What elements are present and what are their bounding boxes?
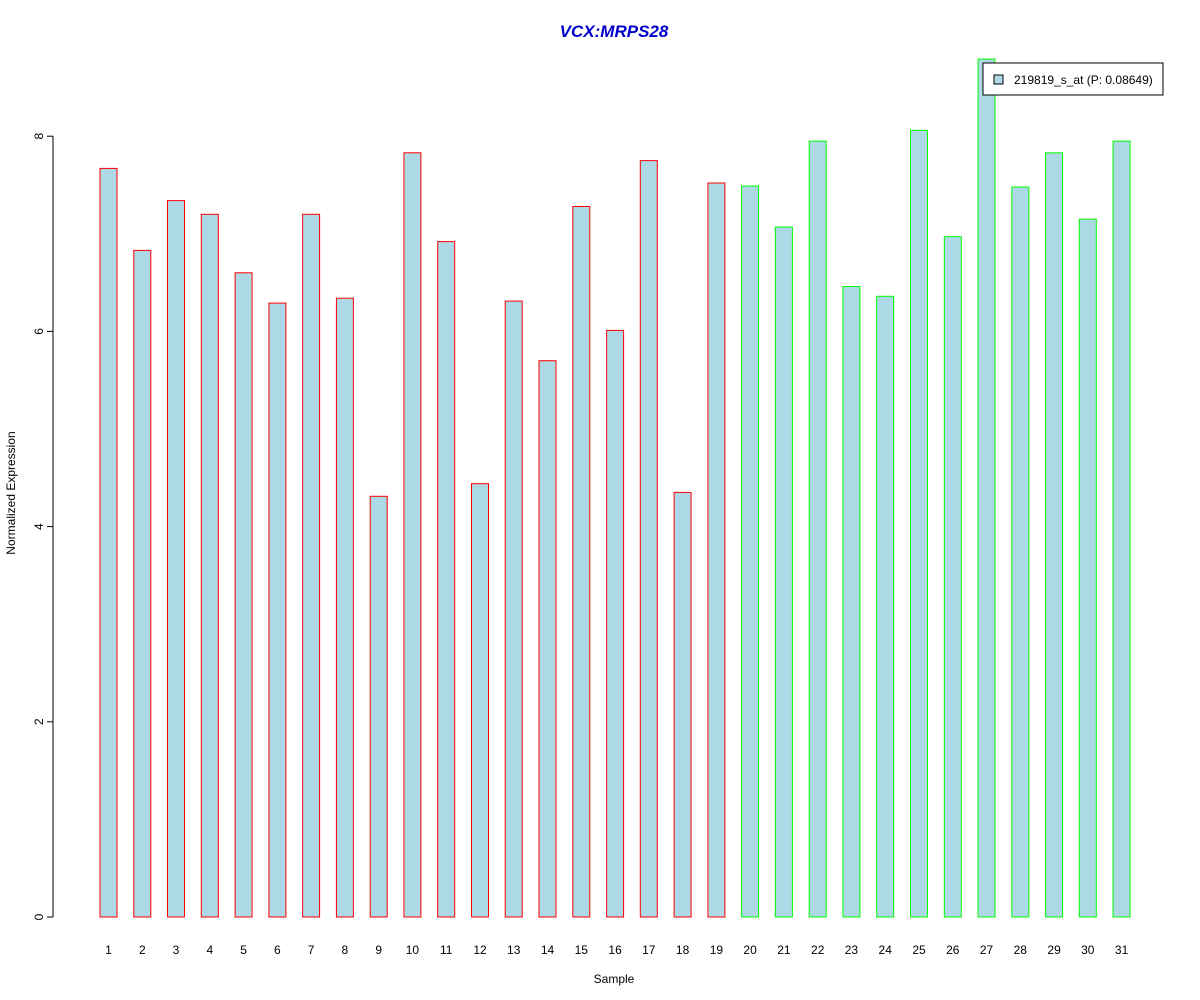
x-tick-label: 21 [777, 943, 791, 957]
bar-sample-8 [335, 297, 354, 918]
x-tick-label: 10 [406, 943, 420, 957]
y-tick-label: 4 [32, 523, 46, 530]
x-tick-label: 15 [575, 943, 589, 957]
bar-sample-22 [808, 140, 827, 918]
x-tick-label: 8 [342, 943, 349, 957]
x-tick-label: 5 [240, 943, 247, 957]
bar-sample-9 [369, 495, 388, 918]
bar-sample-27 [977, 58, 996, 918]
x-tick-label: 19 [710, 943, 724, 957]
y-axis: 0 2 4 6 8 [32, 133, 54, 920]
bar-sample-7 [302, 213, 321, 918]
x-tick-label: 9 [375, 943, 382, 957]
x-tick-label: 26 [946, 943, 960, 957]
x-tick-label: 20 [743, 943, 757, 957]
x-tick-label: 23 [845, 943, 859, 957]
x-tick-label: 12 [473, 943, 487, 957]
bar-sample-2 [133, 249, 152, 918]
x-tick-label: 13 [507, 943, 521, 957]
bar-sample-28 [1011, 186, 1030, 918]
x-tick-label: 31 [1115, 943, 1129, 957]
bar-sample-14 [538, 360, 557, 918]
bar-sample-26 [943, 236, 962, 918]
x-tick-label: 18 [676, 943, 690, 957]
x-tick-label: 2 [139, 943, 146, 957]
legend-swatch [993, 74, 1004, 85]
bar-sample-20 [741, 185, 760, 918]
y-tick-label: 6 [32, 328, 46, 335]
bars-group [99, 58, 1131, 918]
bar-sample-24 [876, 295, 895, 918]
x-tick-label: 6 [274, 943, 281, 957]
bar-sample-10 [403, 152, 422, 918]
bar-sample-4 [200, 213, 219, 918]
bar-sample-21 [774, 226, 793, 918]
x-tick-label: 29 [1047, 943, 1061, 957]
x-tick-label: 11 [440, 943, 453, 957]
bar-sample-11 [437, 241, 456, 918]
x-tick-label: 27 [980, 943, 994, 957]
bar-sample-1 [99, 167, 118, 918]
bar-sample-23 [842, 286, 861, 918]
x-tick-label: 24 [879, 943, 893, 957]
legend: 219819_s_at (P: 0.08649) [982, 62, 1164, 96]
x-tick-label: 4 [206, 943, 213, 957]
x-tick-label: 25 [912, 943, 926, 957]
x-tick-label: 3 [173, 943, 180, 957]
bar-sample-15 [572, 206, 591, 918]
x-tick-label: 28 [1014, 943, 1028, 957]
x-tick-label: 30 [1081, 943, 1095, 957]
bar-sample-19 [707, 182, 726, 918]
bar-sample-29 [1045, 152, 1064, 918]
x-tick-label: 14 [541, 943, 555, 957]
bar-sample-30 [1078, 218, 1097, 918]
bar-sample-5 [234, 272, 253, 918]
x-tick-label: 1 [105, 943, 112, 957]
x-tick-label: 7 [308, 943, 315, 957]
x-tick-label: 16 [608, 943, 622, 957]
y-axis-label: Normalized Expression [4, 431, 18, 554]
legend-box [982, 62, 1164, 96]
bar-sample-6 [268, 302, 287, 918]
bar-sample-18 [673, 491, 692, 918]
legend-label: 219819_s_at (P: 0.08649) [1014, 73, 1153, 87]
bar-sample-16 [606, 329, 625, 918]
bar-sample-25 [910, 129, 928, 918]
y-tick-label: 8 [32, 133, 46, 140]
y-tick-label: 0 [32, 913, 46, 920]
y-tick-label: 2 [32, 718, 46, 725]
x-tick-label: 17 [642, 943, 656, 957]
x-tick-labels: 1 2 3 4 5 6 7 8 9 10 11 12 13 14 15 16 17 18 19 20 21 22 23 24 2… [105, 943, 1128, 957]
x-axis-label: Sample [594, 972, 635, 986]
bar-sample-31 [1112, 140, 1131, 918]
bar-sample-17 [639, 160, 658, 918]
bar-sample-12 [471, 483, 489, 918]
x-tick-label: 22 [811, 943, 825, 957]
bar-sample-3 [167, 200, 185, 918]
chart-title: VCX:MRPS28 [560, 22, 669, 41]
bar-sample-13 [504, 300, 523, 918]
